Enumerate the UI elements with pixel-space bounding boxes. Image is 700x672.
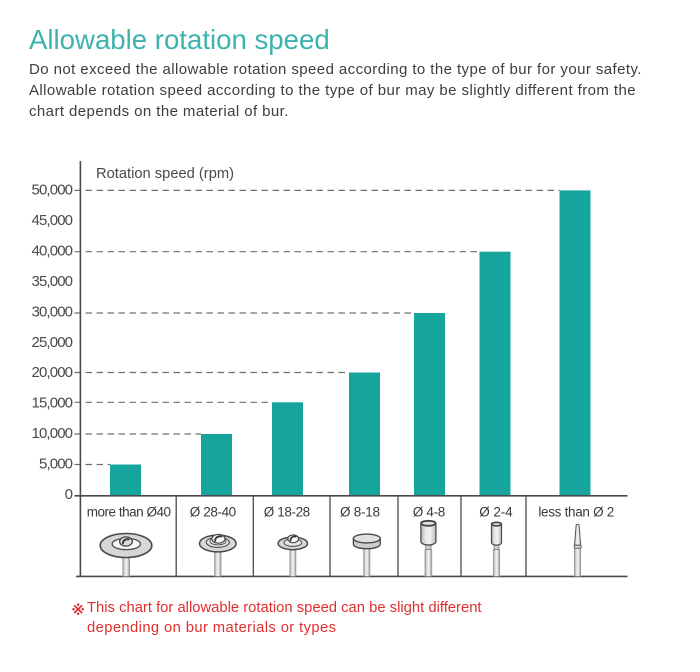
svg-text:more than Ø40: more than Ø40 — [87, 504, 171, 519]
svg-text:Rotation speed (rpm): Rotation speed (rpm) — [96, 166, 234, 182]
svg-text:30,000: 30,000 — [32, 303, 74, 320]
svg-text:Ø 18-28: Ø 18-28 — [264, 504, 310, 519]
svg-text:15,000: 15,000 — [32, 395, 74, 412]
svg-text:less than Ø 2: less than Ø 2 — [538, 504, 614, 519]
svg-text:45,000: 45,000 — [32, 212, 74, 229]
svg-text:40,000: 40,000 — [32, 242, 74, 259]
svg-text:50,000: 50,000 — [32, 182, 74, 199]
svg-text:Ø 2-4: Ø 2-4 — [479, 504, 513, 519]
svg-text:0: 0 — [65, 486, 73, 503]
svg-text:10,000: 10,000 — [32, 425, 74, 442]
svg-text:20,000: 20,000 — [32, 364, 74, 381]
svg-text:35,000: 35,000 — [32, 273, 74, 290]
svg-text:25,000: 25,000 — [32, 334, 74, 351]
svg-text:Ø 4-8: Ø 4-8 — [413, 504, 446, 519]
svg-text:Ø 28-40: Ø 28-40 — [190, 504, 236, 519]
svg-text:5,000: 5,000 — [39, 456, 73, 473]
svg-text:Ø 8-18: Ø 8-18 — [340, 504, 380, 519]
